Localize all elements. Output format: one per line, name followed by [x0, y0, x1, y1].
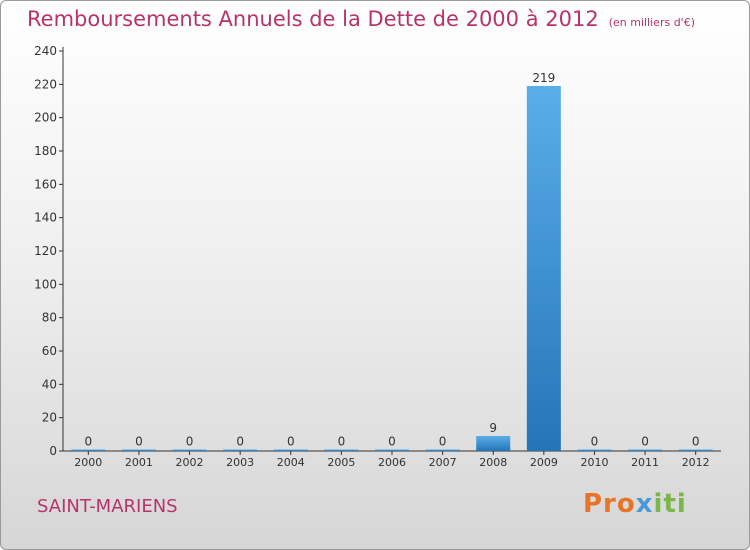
bar-2003: [223, 449, 258, 451]
x-tick-label-2002: 2002: [176, 456, 204, 469]
bar-2000: [71, 449, 106, 451]
data-label-2003: 0: [236, 435, 244, 449]
x-tick-label-2001: 2001: [125, 456, 153, 469]
y-tick-label: 120: [34, 244, 57, 258]
bar-2007: [425, 449, 460, 451]
x-tick-label-2006: 2006: [378, 456, 406, 469]
bar-2011: [628, 449, 663, 451]
data-label-2010: 0: [591, 435, 599, 449]
x-tick-label-2007: 2007: [429, 456, 457, 469]
logo-part-3: iti: [653, 489, 687, 519]
data-label-2000: 0: [84, 435, 92, 449]
bar-2008: [476, 436, 511, 451]
data-label-2001: 0: [135, 435, 143, 449]
x-tick-label-2011: 2011: [631, 456, 659, 469]
y-tick-label: 240: [34, 44, 57, 58]
y-tick-label: 140: [34, 211, 57, 225]
logo-part-1: Pro: [583, 489, 636, 519]
logo-part-2: x: [635, 489, 654, 519]
data-label-2012: 0: [692, 435, 700, 449]
bar-2001: [121, 449, 156, 451]
y-tick-label: 80: [42, 311, 57, 325]
chart-title: Remboursements Annuels de la Dette de 20…: [27, 7, 599, 31]
data-label-2005: 0: [338, 435, 346, 449]
x-tick-label-2000: 2000: [74, 456, 102, 469]
bar-2006: [375, 449, 409, 451]
x-tick-label-2005: 2005: [327, 456, 355, 469]
bar-2005: [324, 449, 359, 451]
commune-name: SAINT-MARIENS: [37, 496, 178, 517]
x-tick-label-2010: 2010: [580, 456, 608, 469]
data-label-2007: 0: [439, 435, 447, 449]
x-tick-label-2008: 2008: [479, 456, 507, 469]
data-label-2006: 0: [388, 435, 396, 449]
data-label-2004: 0: [287, 435, 295, 449]
data-label-2008: 9: [489, 421, 497, 435]
bar-2002: [172, 449, 207, 451]
chart-unit: (en milliers d'€): [608, 16, 695, 29]
y-tick-label: 220: [34, 77, 57, 91]
proxiti-logo: Proxiti: [583, 489, 687, 519]
bar-2009: [526, 86, 561, 451]
y-tick-label: 0: [49, 444, 57, 458]
y-tick-label: 180: [34, 144, 57, 158]
chart-title-block: Remboursements Annuels de la Dette de 20…: [27, 7, 695, 31]
y-tick-label: 160: [34, 177, 57, 191]
data-label-2002: 0: [186, 435, 194, 449]
x-tick-label-2009: 2009: [530, 456, 558, 469]
bar-2012: [678, 449, 713, 451]
y-tick-label: 40: [42, 377, 57, 391]
bar-2010: [577, 449, 612, 451]
bar-2004: [273, 449, 308, 451]
y-tick-label: 200: [34, 111, 57, 125]
x-tick-label-2003: 2003: [226, 456, 254, 469]
x-tick-label-2012: 2012: [682, 456, 710, 469]
y-tick-label: 100: [34, 277, 57, 291]
y-tick-label: 20: [42, 411, 57, 425]
data-label-2011: 0: [641, 435, 649, 449]
y-tick-label: 60: [42, 344, 57, 358]
x-tick-label-2004: 2004: [277, 456, 305, 469]
data-label-2009: 219: [532, 71, 555, 85]
